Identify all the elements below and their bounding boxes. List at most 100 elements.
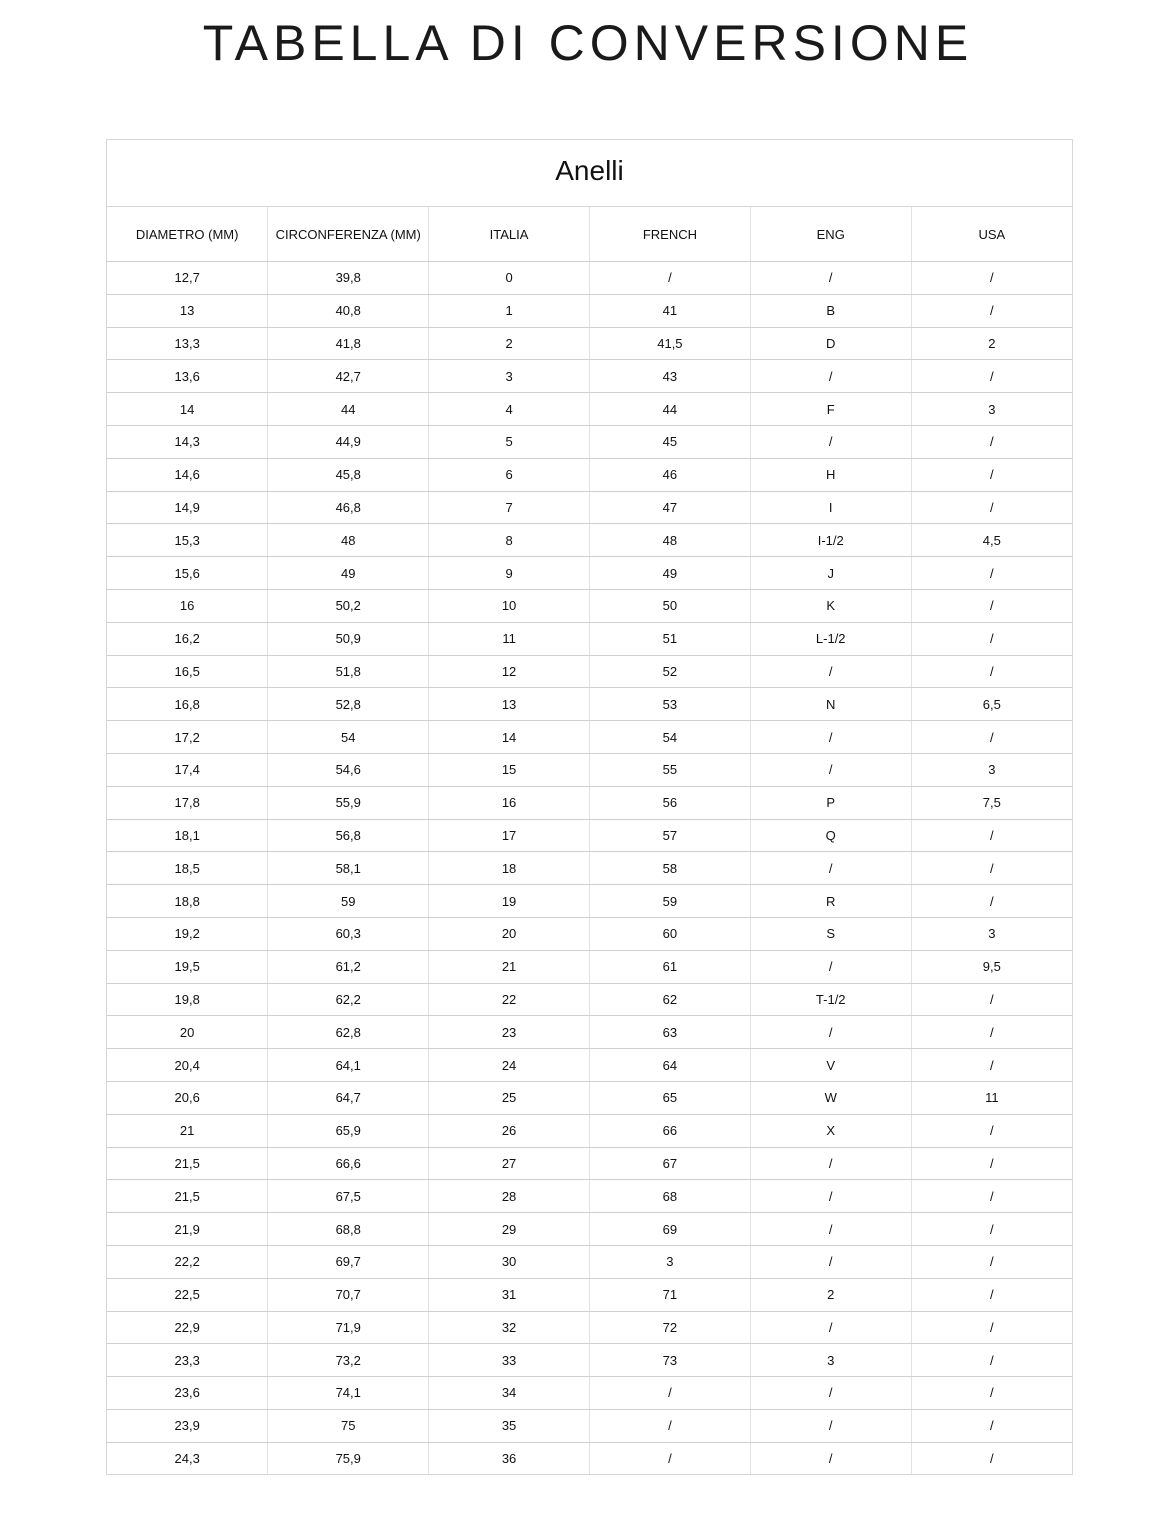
- table-cell: 22: [428, 983, 590, 1017]
- table-cell: 40,8: [267, 294, 430, 328]
- table-row: 18,8 59 19 59 R /: [107, 884, 1072, 918]
- table-cell: 2: [911, 327, 1072, 361]
- table-cell: /: [750, 950, 912, 984]
- table-cell: K: [750, 589, 912, 623]
- table-cell: 18,5: [107, 851, 269, 886]
- table-cell: /: [911, 425, 1072, 459]
- table-cell: 55: [589, 753, 751, 787]
- table-cell: 14: [107, 392, 269, 426]
- table-cell: 16,5: [107, 655, 269, 689]
- table-cell: /: [911, 655, 1072, 689]
- table-cell: /: [589, 261, 751, 295]
- table-cell: 51: [589, 622, 751, 656]
- table-cell: 0: [428, 261, 590, 295]
- table-cell: 3: [911, 917, 1072, 951]
- table-cell: /: [750, 425, 912, 459]
- table-cell: 3: [911, 392, 1072, 426]
- table-row: 19,5 61,2 21 61/9,5: [107, 950, 1072, 984]
- column-header: DIAMETRO (MM): [107, 207, 269, 262]
- table-cell: 59: [267, 884, 430, 918]
- table-row: 21,5 67,5 28 68//: [107, 1179, 1072, 1214]
- table-cell: 50,9: [267, 622, 430, 656]
- table-row: 17,8 55,9 16 56 P 7,5: [107, 786, 1072, 820]
- column-header: FRENCH: [589, 207, 751, 262]
- table-row: 12,7 39,8 0// /: [107, 261, 1072, 295]
- table-cell: 61: [589, 950, 751, 984]
- table-cell: X: [750, 1114, 912, 1148]
- table-cell: 10: [428, 589, 590, 623]
- table-cell: 41,8: [267, 327, 430, 361]
- table-cell: 39,8: [267, 261, 430, 295]
- table-cell: 52: [589, 655, 751, 689]
- table-cell: /: [911, 491, 1072, 525]
- table-cell: 75: [267, 1409, 430, 1443]
- table-cell: 18: [428, 851, 590, 886]
- table-cell: /: [911, 884, 1072, 918]
- table-row: 24,3 75,9 36// /: [107, 1442, 1072, 1475]
- table-row: 14,3 44,9 5 45//: [107, 425, 1072, 459]
- table-cell: 19,5: [107, 950, 269, 984]
- table-cell: /: [750, 1015, 912, 1050]
- table-cell: 24,3: [107, 1442, 269, 1475]
- table-cell: 60: [589, 917, 751, 951]
- table-cell: 21: [428, 950, 590, 984]
- table-cell: 47: [589, 491, 751, 525]
- table-cell: 59: [589, 884, 751, 918]
- table-cell: 74,1: [267, 1376, 430, 1410]
- table-cell: 14,3: [107, 425, 269, 459]
- table-cell: 16,8: [107, 687, 269, 722]
- table-cell: /: [990, 1451, 994, 1467]
- table-cell: 52,8: [267, 687, 430, 722]
- table-cell: 56: [589, 786, 751, 820]
- table-cell: 19: [428, 884, 590, 918]
- table-row: 16,2 50,9 11 51 L-1/2/: [107, 622, 1072, 656]
- table-cell: /: [750, 261, 912, 295]
- table-cell: /: [589, 1376, 751, 1410]
- table-cell: 71: [589, 1278, 751, 1312]
- table-row: 21 65,9 26 66 X /: [107, 1114, 1072, 1148]
- table-cell: 3: [750, 1343, 912, 1378]
- table-cell: 21,5: [107, 1179, 269, 1214]
- table-cell: 17: [428, 819, 590, 853]
- table-cell: I-1/2: [750, 523, 912, 558]
- table-cell: 62: [589, 983, 751, 1017]
- table-cell: 21,9: [107, 1212, 269, 1246]
- table-row: 16,5 51,8 12 52//: [107, 655, 1072, 689]
- table-cell: 20: [428, 917, 590, 951]
- table-cell: 72: [589, 1311, 751, 1345]
- table-cell: 75,9: [267, 1442, 430, 1475]
- table-cell: 41: [589, 294, 751, 328]
- table-cell: 64: [589, 1048, 751, 1082]
- header-row: DIAMETRO (MM) CIRCONFERENZA (MM) ITALIA FRE…: [107, 207, 1072, 262]
- table-cell: 14: [428, 720, 590, 754]
- table-cell: 49: [267, 556, 430, 590]
- table-row: 19,8 62,2 22 62 T-1/2/: [107, 983, 1072, 1017]
- table-cell: 32: [428, 1311, 590, 1345]
- table-cell: 65,9: [267, 1114, 430, 1148]
- table-cell: 56,8: [267, 819, 430, 853]
- page-title: TABELLA DI CONVERSIONE: [202, 15, 974, 71]
- table-row: 20 62,8 23 63//: [107, 1015, 1072, 1050]
- table-cell: 3: [589, 1245, 751, 1279]
- table-row: 14,6 45,8 6 46 H /: [107, 458, 1072, 492]
- table-cell: 44,9: [267, 425, 430, 459]
- table-cell: 36: [428, 1442, 590, 1475]
- table-row: 23,9 75 35// /: [107, 1409, 1072, 1443]
- table-cell: 24: [428, 1048, 590, 1082]
- table-cell: 58: [589, 851, 751, 886]
- table-cell: 48: [267, 523, 430, 558]
- table-cell: 70,7: [267, 1278, 430, 1312]
- table-cell: 60,3: [267, 917, 430, 951]
- table-cell: 71,9: [267, 1311, 430, 1345]
- table-cell: J: [750, 556, 912, 590]
- table-cell: /: [911, 720, 1072, 754]
- table-cell: /: [911, 851, 1072, 886]
- table-cell: 12: [428, 655, 590, 689]
- table-cell: 54: [589, 720, 751, 754]
- table-cell: 16,2: [107, 622, 269, 656]
- table-row: 21,9 68,8 29 69//: [107, 1212, 1072, 1246]
- table-caption: Anelli: [107, 140, 1072, 207]
- table-cell: /: [750, 1212, 912, 1246]
- table-cell: 1: [428, 294, 590, 328]
- table-cell: /: [911, 589, 1072, 623]
